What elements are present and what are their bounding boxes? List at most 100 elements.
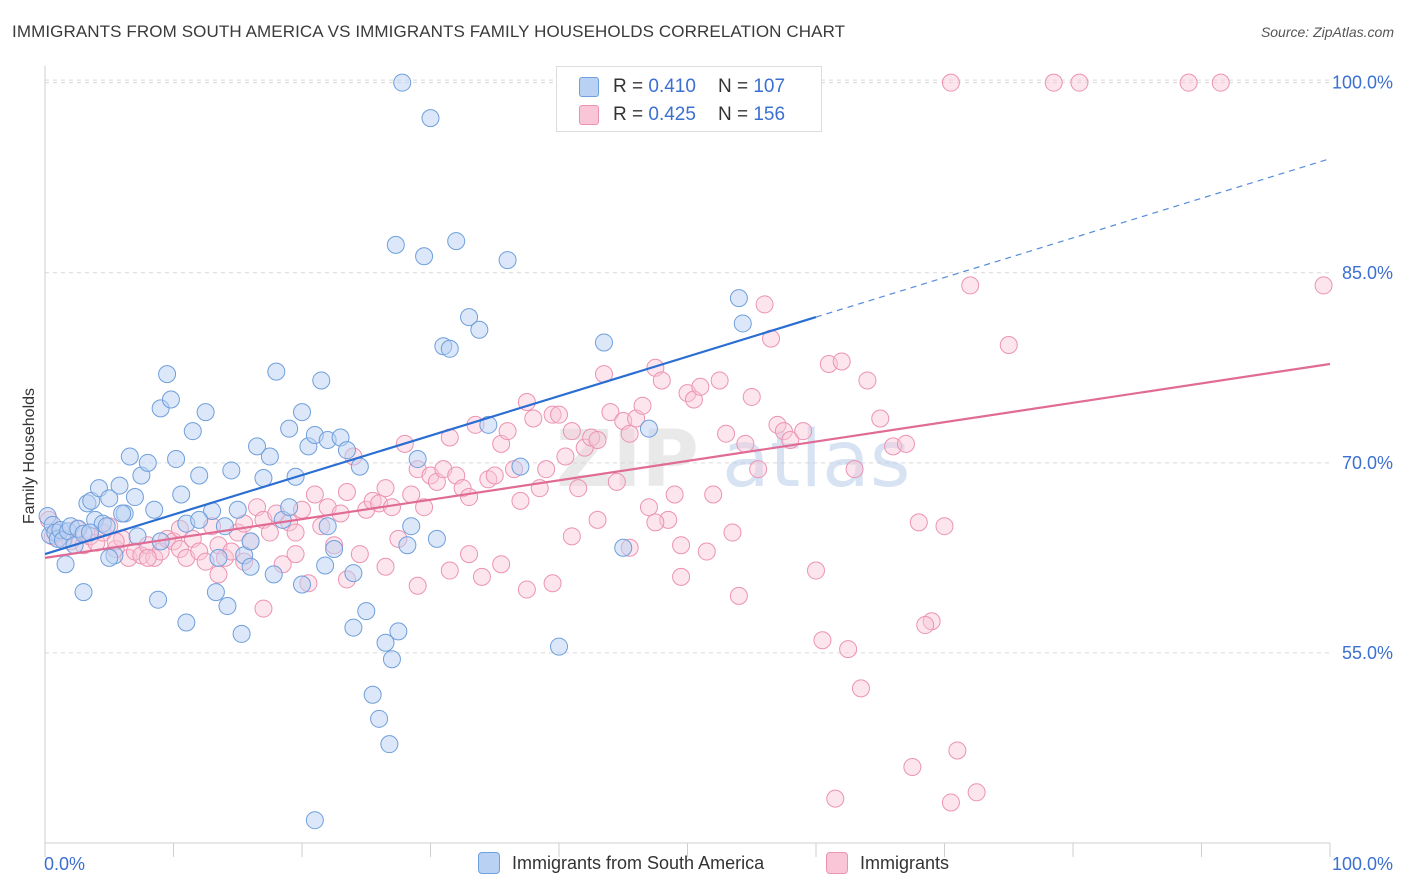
- data-point-immigrants: [826, 789, 845, 808]
- data-point-south-america: [594, 333, 613, 352]
- data-point-immigrants: [697, 542, 716, 561]
- data-point-south-america: [350, 457, 369, 476]
- data-point-south-america: [370, 709, 389, 728]
- legend-label: Immigrants from South America: [512, 852, 765, 873]
- legend-item-immigrants[interactable]: Immigrants: [826, 852, 949, 874]
- n-value: 107: [753, 76, 786, 97]
- data-point-immigrants: [254, 599, 273, 618]
- data-point-immigrants: [337, 482, 356, 501]
- trend-lines: [44, 158, 1331, 559]
- data-point-immigrants: [485, 466, 504, 485]
- data-point-south-america: [511, 457, 530, 476]
- data-point-south-america: [110, 476, 129, 495]
- data-point-south-america: [337, 441, 356, 460]
- data-point-south-america: [177, 613, 196, 632]
- y-tick-labels: 55.0% 70.0% 85.0% 100.0%: [1332, 73, 1393, 663]
- data-point-immigrants: [909, 513, 928, 532]
- data-point-south-america: [264, 565, 283, 584]
- trend-line-immigrants: [44, 362, 1331, 559]
- data-point-immigrants: [999, 335, 1018, 354]
- data-point-immigrants: [646, 513, 665, 532]
- data-point-immigrants: [691, 377, 710, 396]
- trend-extension-south-america: [815, 158, 1331, 318]
- data-point-south-america: [479, 415, 498, 434]
- data-point-immigrants: [871, 409, 890, 428]
- data-point-immigrants: [556, 447, 575, 466]
- data-point-immigrants: [948, 741, 967, 760]
- data-point-south-america: [232, 624, 251, 643]
- legend-row-immigrants: R = 0.425 N = 156: [557, 100, 785, 130]
- r-value: 0.410: [648, 76, 696, 97]
- data-point-south-america: [498, 251, 517, 270]
- data-point-south-america: [318, 517, 337, 536]
- n-label: N =: [717, 76, 749, 97]
- data-point-south-america: [209, 548, 228, 567]
- data-point-south-america: [421, 109, 440, 128]
- data-point-immigrants: [832, 352, 851, 371]
- data-point-immigrants: [807, 561, 825, 580]
- y-tick-label: 70.0%: [1342, 453, 1393, 473]
- data-point-immigrants: [170, 540, 189, 559]
- data-point-immigrants: [601, 403, 620, 422]
- data-point-immigrants: [916, 616, 935, 635]
- data-point-immigrants: [588, 510, 607, 529]
- data-point-immigrants: [350, 545, 369, 564]
- data-point-south-america: [206, 583, 225, 602]
- data-point-south-america: [550, 637, 568, 656]
- data-point-south-america: [316, 556, 335, 575]
- legend-item-south-america[interactable]: Immigrants from South America: [478, 852, 764, 874]
- data-point-immigrants: [1179, 73, 1198, 92]
- data-point-immigrants: [453, 479, 472, 498]
- data-point-south-america: [733, 314, 752, 333]
- data-point-immigrants: [286, 523, 305, 542]
- data-point-south-america: [267, 362, 286, 381]
- data-point-immigrants: [209, 565, 228, 584]
- axes: [44, 66, 1331, 857]
- data-point-immigrants: [472, 567, 491, 586]
- data-point-immigrants: [138, 548, 157, 567]
- data-point-immigrants: [305, 485, 324, 504]
- data-point-south-america: [125, 488, 144, 507]
- data-point-south-america: [120, 447, 139, 466]
- data-point-south-america: [470, 320, 489, 339]
- data-point-immigrants: [941, 73, 960, 92]
- data-point-south-america: [312, 371, 331, 390]
- data-point-immigrants: [742, 387, 761, 406]
- data-point-south-america: [376, 633, 395, 652]
- data-point-south-america: [241, 532, 260, 551]
- n-label: N =: [717, 104, 749, 125]
- data-point-immigrants: [794, 422, 813, 441]
- data-point-immigrants: [402, 485, 421, 504]
- data-point-immigrants: [190, 542, 209, 561]
- data-point-south-america: [415, 247, 434, 266]
- data-point-immigrants: [1070, 73, 1089, 92]
- data-point-south-america: [190, 466, 209, 485]
- data-point-immigrants: [717, 424, 736, 443]
- data-point-immigrants: [941, 793, 960, 812]
- data-point-immigrants: [1044, 73, 1063, 92]
- data-point-immigrants: [710, 371, 729, 390]
- data-point-immigrants: [408, 576, 427, 595]
- data-point-immigrants: [896, 434, 915, 453]
- data-point-immigrants: [672, 567, 691, 586]
- data-point-immigrants: [839, 640, 858, 659]
- series-legend: Immigrants from South America Immigrants: [0, 852, 1406, 878]
- trend-line-south-america: [44, 316, 817, 556]
- data-point-immigrants: [524, 409, 543, 428]
- data-point-immigrants: [620, 424, 639, 443]
- data-point-south-america: [248, 437, 267, 456]
- data-point-immigrants: [440, 561, 459, 580]
- data-point-south-america: [56, 555, 75, 574]
- data-point-immigrants: [1211, 73, 1230, 92]
- data-point-immigrants: [569, 479, 588, 498]
- r-value: 0.425: [648, 104, 696, 125]
- data-point-immigrants: [672, 536, 691, 555]
- data-point-immigrants: [858, 371, 877, 390]
- data-point-immigrants: [376, 557, 395, 576]
- data-point-immigrants: [768, 415, 787, 434]
- legend-swatch-blue: [478, 852, 500, 874]
- data-point-south-america: [386, 235, 405, 254]
- data-point-immigrants: [665, 485, 684, 504]
- data-point-south-america: [363, 685, 382, 704]
- data-point-south-america: [427, 529, 446, 548]
